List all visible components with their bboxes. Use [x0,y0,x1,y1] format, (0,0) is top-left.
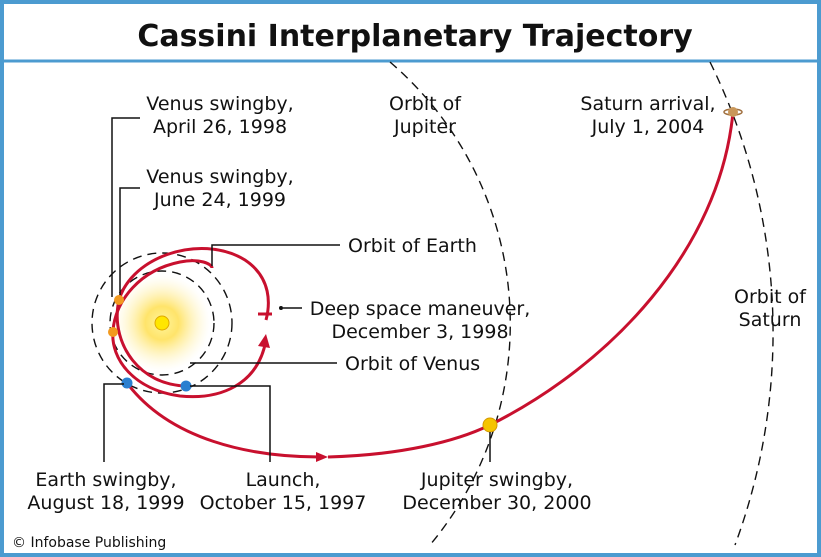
label: Orbit of Earth [348,235,477,257]
leader-dot [279,306,283,310]
credit: © Infobase Publishing [12,535,166,551]
jupiter [483,418,497,432]
label: Orbit of Venus [345,353,480,375]
label: Venus swingby,June 24, 1999 [146,166,293,211]
label: Earth swingby,August 18, 1999 [27,469,184,514]
label: Saturn arrival,July 1, 2004 [580,93,715,138]
label: Deep space maneuver,December 3, 1998 [310,298,531,343]
saturn [728,107,738,117]
earth [181,381,192,392]
title: Cassini Interplanetary Trajectory [137,19,693,54]
label: Jupiter swingby,December 30, 2000 [402,469,591,514]
venus [108,327,118,337]
venus [114,295,124,305]
diagram: Cassini Interplanetary Trajectory Venus … [0,0,821,557]
earth [122,378,133,389]
label: Venus swingby,April 26, 1998 [146,93,293,138]
sun [155,316,169,330]
